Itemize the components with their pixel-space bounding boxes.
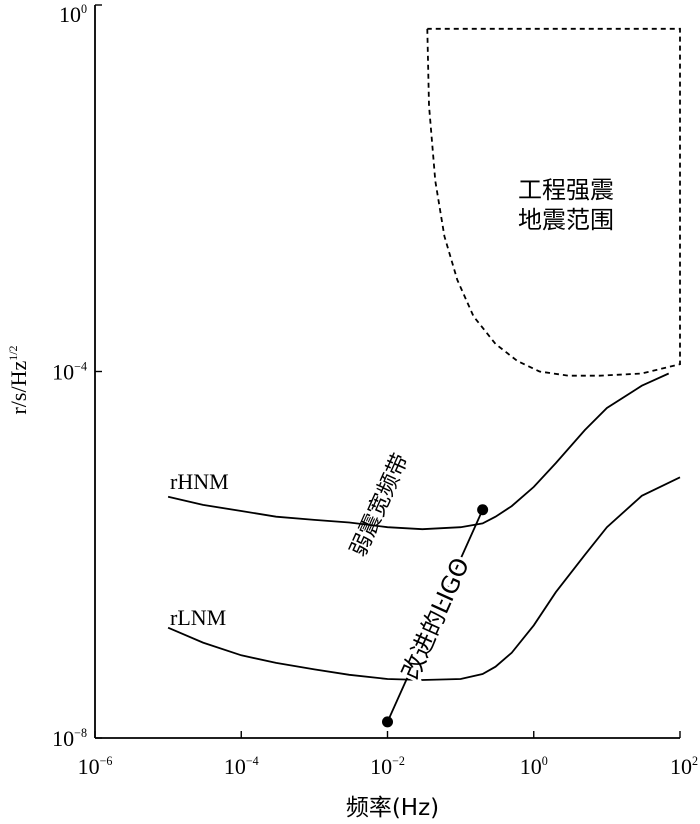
ligo-group: 改进的LIGO bbox=[382, 504, 489, 728]
region-label-line: 地震范围 bbox=[518, 206, 614, 234]
series-line-rlnm bbox=[167, 476, 681, 681]
axes: 10−6 10−4 10−2 100 102 10−8 10−4 100 频率(Hz) r/s/H… bbox=[6, 2, 698, 821]
y-tick-label: 10−8 bbox=[52, 726, 87, 751]
series-line-rhnm bbox=[167, 372, 670, 531]
ligo-endpoint bbox=[382, 716, 393, 728]
y-tick-label: 10−4 bbox=[52, 360, 87, 385]
ligo-endpoint bbox=[477, 504, 489, 516]
region-label-line: 工程强震 bbox=[518, 176, 614, 204]
region-boundary bbox=[426, 27, 681, 377]
y-tick-label: 100 bbox=[59, 2, 87, 27]
series-label-rlnm: rLNM bbox=[170, 605, 226, 630]
ligo-line bbox=[386, 509, 484, 723]
x-tick-label: 10−4 bbox=[224, 754, 259, 779]
y-axis-title: r/s/Hz1/2 bbox=[6, 345, 31, 414]
x-tick-label: 10−2 bbox=[370, 754, 405, 779]
band-label: 弱震宽频带 bbox=[346, 450, 414, 561]
x-axis-title: 频率(Hz) bbox=[346, 795, 439, 821]
labels-group: rHNM rLNM 弱震宽频带 bbox=[170, 450, 414, 630]
x-tick-label: 100 bbox=[520, 754, 548, 779]
x-tick-label: 10−6 bbox=[78, 754, 113, 779]
x-tick-label: 102 bbox=[670, 754, 698, 779]
series-label-rhnm: rHNM bbox=[170, 469, 229, 494]
ligo-label: 改进的LIGO bbox=[396, 554, 475, 684]
series-group bbox=[167, 372, 681, 681]
